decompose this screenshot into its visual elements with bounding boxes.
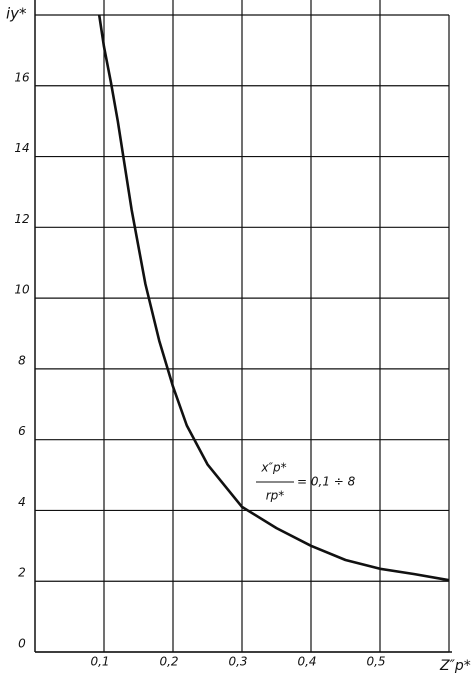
- x-tick-label: 0,5: [366, 655, 385, 669]
- y-tick-label: 12: [14, 212, 29, 226]
- annotation-rhs: = 0,1 ÷ 8: [297, 475, 356, 489]
- y-tick-label: 14: [14, 141, 29, 155]
- x-tick-label: 0,3: [228, 655, 247, 669]
- y-tick-label: 0: [18, 637, 26, 651]
- x-tick-label: 0,4: [297, 655, 316, 669]
- y-tick-label: 6: [18, 424, 26, 438]
- y-tick-label: 2: [18, 566, 26, 580]
- x-tick-label: 0,2: [159, 655, 178, 669]
- annotation-denominator: rp*: [266, 489, 285, 503]
- x-axis-label: Z″p*: [439, 658, 471, 674]
- curve: [97, 14, 450, 582]
- y-tick-label: 16: [14, 70, 30, 84]
- y-axis-label: iy*: [6, 5, 27, 23]
- x-tick-label: 0,1: [90, 655, 109, 669]
- y-tick-label: 4: [18, 495, 26, 509]
- annotation-numerator: x″p*: [260, 461, 286, 475]
- y-tick-label: 10: [14, 283, 30, 297]
- y-tick-label: 8: [18, 353, 26, 367]
